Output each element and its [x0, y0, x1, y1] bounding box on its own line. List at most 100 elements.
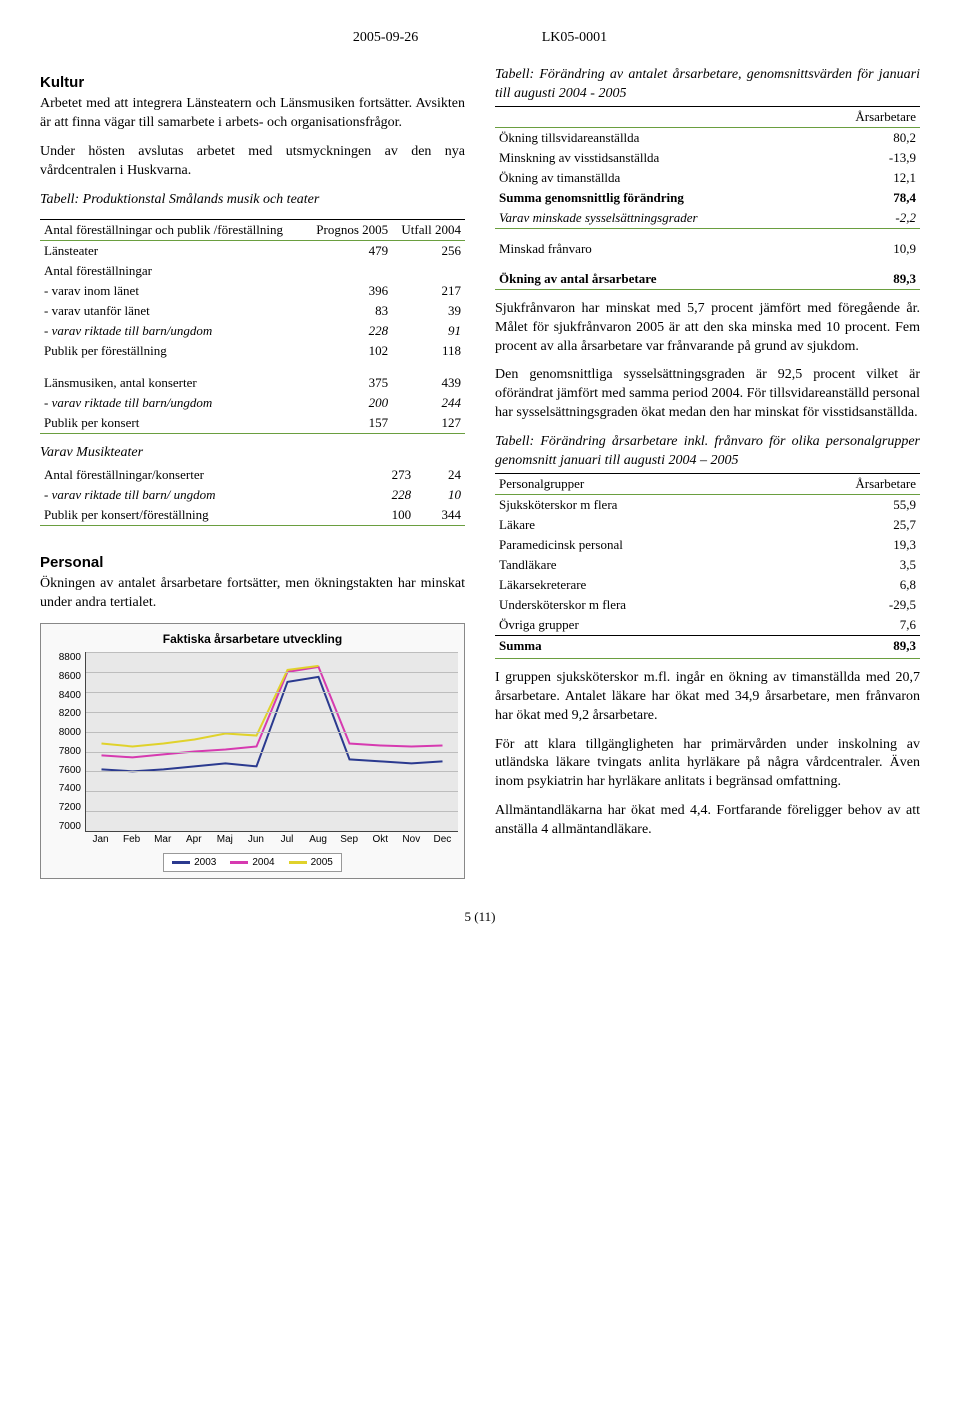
chart-y-axis: 8800860084008200800078007600740072007000: [47, 652, 85, 832]
right-p4: För att klara tillgängligheten har primä…: [495, 736, 920, 793]
table-row-label: - varav riktade till barn/ungdom: [40, 321, 306, 341]
chart-area: 8800860084008200800078007600740072007000: [47, 652, 458, 832]
table-row-val2: 217: [392, 281, 465, 301]
table-row-label: Ökning av antal årsarbetare: [495, 269, 814, 290]
table-row-val1: 396: [306, 281, 392, 301]
table-row-val: 7,6: [777, 615, 920, 636]
table-row-val: 78,4: [814, 188, 920, 208]
t1-col1: Prognos 2005: [306, 220, 392, 241]
table-row-val2: [392, 261, 465, 281]
table-row-label: Ökning tillsvidareanställda: [495, 127, 814, 148]
table-row-val1: 102: [306, 341, 392, 361]
table-row-val1: 83: [306, 301, 392, 321]
right-p1: Sjukfrånvaron har minskat med 5,7 procen…: [495, 300, 920, 357]
table-row-val: 10,9: [814, 239, 920, 259]
personal-heading: Personal: [40, 554, 465, 571]
t1-col0: Antal föreställningar och publik /förest…: [40, 220, 306, 241]
t1-col2: Utfall 2004: [392, 220, 465, 241]
table-row-val1: 228: [365, 485, 415, 505]
table-row-label: Minskad frånvaro: [495, 239, 814, 259]
table-row-label: Publik per konsert/föreställning: [40, 505, 365, 526]
table-row-val1: [306, 261, 392, 281]
table-row-label: Länsteater: [40, 241, 306, 262]
table-row-label: Läkarsekreterare: [495, 575, 777, 595]
table-row-val1: 228: [306, 321, 392, 341]
table-row-label: Paramedicinsk personal: [495, 535, 777, 555]
table-row-val1: 375: [306, 373, 392, 393]
table-row-label: Tandläkare: [495, 555, 777, 575]
chart-container: Faktiska årsarbetare utveckling 88008600…: [40, 623, 465, 879]
table-row-label: Ökning av timanställda: [495, 168, 814, 188]
table-row-label: - varav utanför länet: [40, 301, 306, 321]
table2-caption: Tabell: Förändring av antalet årsarbetar…: [495, 66, 920, 104]
table-row-val: 25,7: [777, 515, 920, 535]
t3-sum-val: 89,3: [777, 635, 920, 656]
page-footer: 5 (11): [40, 909, 920, 925]
table-row-val: -29,5: [777, 595, 920, 615]
table-personalgrupper: Personalgrupper Årsarbetare Sjukskötersk…: [495, 473, 920, 659]
chart-legend: 200320042005: [163, 853, 342, 872]
table-row-val2: 256: [392, 241, 465, 262]
chart-x-axis: JanFebMarAprMajJunJulAugSepOktNovDec: [85, 834, 458, 845]
table-row-val1: 100: [365, 505, 415, 526]
kultur-p1: Arbetet med att integrera Länsteatern oc…: [40, 95, 465, 133]
header-date: 2005-09-26: [353, 30, 418, 45]
t3-col0: Personalgrupper: [495, 473, 777, 494]
table-row-label: Publik per konsert: [40, 413, 306, 434]
table-produktionstal: Antal föreställningar och publik /förest…: [40, 219, 465, 434]
table-forandring-arsarbetare: Årsarbetare Ökning tillsvidareanställda …: [495, 106, 920, 290]
table-row-val: 3,5: [777, 555, 920, 575]
table-row-val2: 118: [392, 341, 465, 361]
two-column-layout: Kultur Arbetet med att integrera Länstea…: [40, 66, 920, 879]
header-ref: LK05-0001: [542, 30, 607, 45]
table-row-label: Antal föreställningar: [40, 261, 306, 281]
t3-sum-label: Summa: [495, 635, 777, 656]
table-row-label: Summa genomsnittlig förändring: [495, 188, 814, 208]
kultur-heading: Kultur: [40, 74, 465, 91]
t3-col1: Årsarbetare: [777, 473, 920, 494]
table-row-label: - varav riktade till barn/ungdom: [40, 393, 306, 413]
table1-section2-header: Varav Musikteater: [40, 444, 465, 463]
chart-title: Faktiska årsarbetare utveckling: [47, 632, 458, 646]
table-row-val2: 127: [392, 413, 465, 434]
table-row-val: -13,9: [814, 148, 920, 168]
table-row-label: Publik per föreställning: [40, 341, 306, 361]
table1-caption: Tabell: Produktionstal Smålands musik oc…: [40, 191, 465, 210]
kultur-p2: Under hösten avslutas arbetet med utsmyc…: [40, 143, 465, 181]
table-row-label: Undersköterskor m flera: [495, 595, 777, 615]
table-row-label: Antal föreställningar/konserter: [40, 465, 365, 485]
table-row-val: 80,2: [814, 127, 920, 148]
table-row-val1: 200: [306, 393, 392, 413]
table-row-val: 6,8: [777, 575, 920, 595]
table-row-label: Läkare: [495, 515, 777, 535]
table-row-val1: 273: [365, 465, 415, 485]
table-row-val: 55,9: [777, 494, 920, 515]
table-row-label: Sjuksköterskor m flera: [495, 494, 777, 515]
table3-caption: Tabell: Förändring årsarbetare inkl. frå…: [495, 433, 920, 471]
left-column: Kultur Arbetet med att integrera Länstea…: [40, 66, 465, 879]
table-row-val: 19,3: [777, 535, 920, 555]
right-p5: Allmäntandläkarna har ökat med 4,4. Fort…: [495, 802, 920, 840]
table-row-val2: 344: [415, 505, 465, 526]
table-row-val1: 157: [306, 413, 392, 434]
personal-p1: Ökningen av antalet årsarbetare fortsätt…: [40, 575, 465, 613]
table-row-val2: 24: [415, 465, 465, 485]
table-row-val2: 439: [392, 373, 465, 393]
page-header: 2005-09-26 LK05-0001: [40, 30, 920, 46]
chart-svg: [86, 652, 458, 831]
right-p3: I gruppen sjuksköterskor m.fl. ingår en …: [495, 669, 920, 726]
table-row-val1: 479: [306, 241, 392, 262]
right-column: Tabell: Förändring av antalet årsarbetar…: [495, 66, 920, 879]
table-row-label: Varav minskade sysselsättningsgrader: [495, 208, 814, 229]
table-row-label: Övriga grupper: [495, 615, 777, 636]
table-row-val: 89,3: [814, 269, 920, 290]
table-row-val2: 39: [392, 301, 465, 321]
table-row-label: Minskning av visstidsanställda: [495, 148, 814, 168]
t2-col1: Årsarbetare: [814, 106, 920, 127]
table-row-val2: 91: [392, 321, 465, 341]
table-row-label: Länsmusiken, antal konserter: [40, 373, 306, 393]
table-row-label: - varav riktade till barn/ ungdom: [40, 485, 365, 505]
table-row-val2: 244: [392, 393, 465, 413]
chart-plot: [85, 652, 458, 832]
table-musikteater: Antal föreställningar/konserter 273 24 - …: [40, 465, 465, 526]
